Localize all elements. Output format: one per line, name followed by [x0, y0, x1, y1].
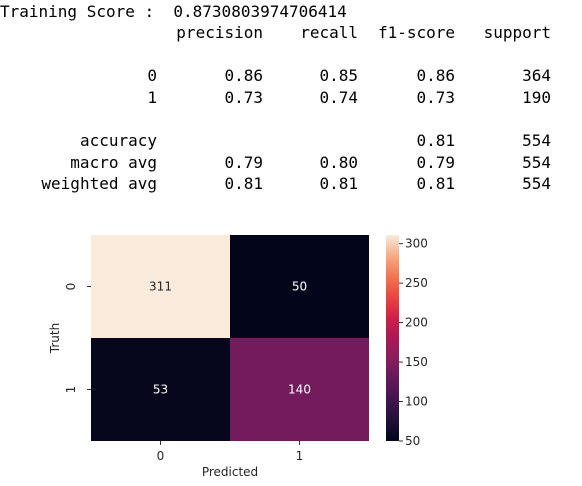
recall-header: recall: [300, 23, 358, 42]
y-axis-label: Truth: [48, 323, 62, 354]
heatmap-cell-value: 50: [292, 280, 307, 294]
heatmap-cell-value: 311: [149, 280, 172, 294]
summary-row-f1: 0.81: [416, 131, 455, 150]
colorbar-tick-label: 100: [405, 395, 428, 409]
summary-row-precision: 0.81: [224, 174, 263, 193]
summary-row-f1: 0.79: [416, 152, 455, 172]
heatmap-cell-value: 53: [153, 383, 168, 397]
summary-row-f1: 0.81: [416, 174, 455, 193]
heatmap-cell-value: 140: [288, 383, 311, 397]
class-row-recall: 0.85: [319, 66, 358, 85]
class-row-support: 190: [522, 88, 551, 107]
classification-report-output: Training Score : 0.8730803974706414: [0, 0, 347, 43]
class-row-f1: 0.86: [416, 66, 455, 85]
summary-row-label: accuracy: [79, 131, 157, 150]
summary-row-recall: 0.81: [319, 174, 358, 193]
y-tick-label: 0: [64, 283, 78, 291]
class-row-f1: 0.73: [416, 88, 455, 107]
x-axis-label: Predicted: [202, 465, 258, 479]
summary-row-support: 554: [522, 174, 551, 193]
f1-score-header: f1-score: [377, 23, 455, 42]
training-score-label: Training Score :: [0, 2, 155, 21]
colorbar-tick-label: 50: [405, 434, 420, 448]
colorbar-tick-label: 200: [405, 316, 428, 330]
x-tick-label: 1: [296, 449, 304, 463]
heatmap-cell: [230, 338, 369, 441]
precision-header: precision: [176, 23, 263, 42]
y-tick-label: 1: [64, 386, 78, 394]
summary-row-label: macro avg: [70, 152, 157, 172]
summary-row-support: 554: [522, 152, 551, 172]
x-tick-label: 0: [157, 449, 165, 463]
class-row-precision: 0.86: [224, 66, 263, 85]
class-row-label: 1: [147, 88, 157, 107]
class-row-support: 364: [522, 66, 551, 85]
summary-row-label: weighted avg: [41, 174, 157, 193]
colorbar-tick-label: 250: [405, 276, 428, 290]
colorbar-tick-label: 300: [405, 237, 428, 251]
class-row-recall: 0.74: [319, 88, 358, 107]
summary-row-support: 554: [522, 131, 551, 150]
heatmap-cell: [230, 235, 369, 338]
summary-row-precision: 0.79: [224, 152, 263, 172]
summary-row-recall: 0.80: [319, 152, 358, 172]
colorbar-tick-label: 150: [405, 355, 428, 369]
support-header: support: [483, 23, 551, 42]
class-row-label: 0: [147, 66, 157, 85]
colorbar: [386, 235, 399, 441]
heatmap-cell: [91, 235, 230, 338]
training-score-line: Training Score : 0.8730803974706414: [0, 1, 347, 23]
heatmap-cell: [91, 338, 230, 441]
class-row-precision: 0.73: [224, 88, 263, 107]
training-score-value: 0.8730803974706414: [173, 2, 347, 21]
